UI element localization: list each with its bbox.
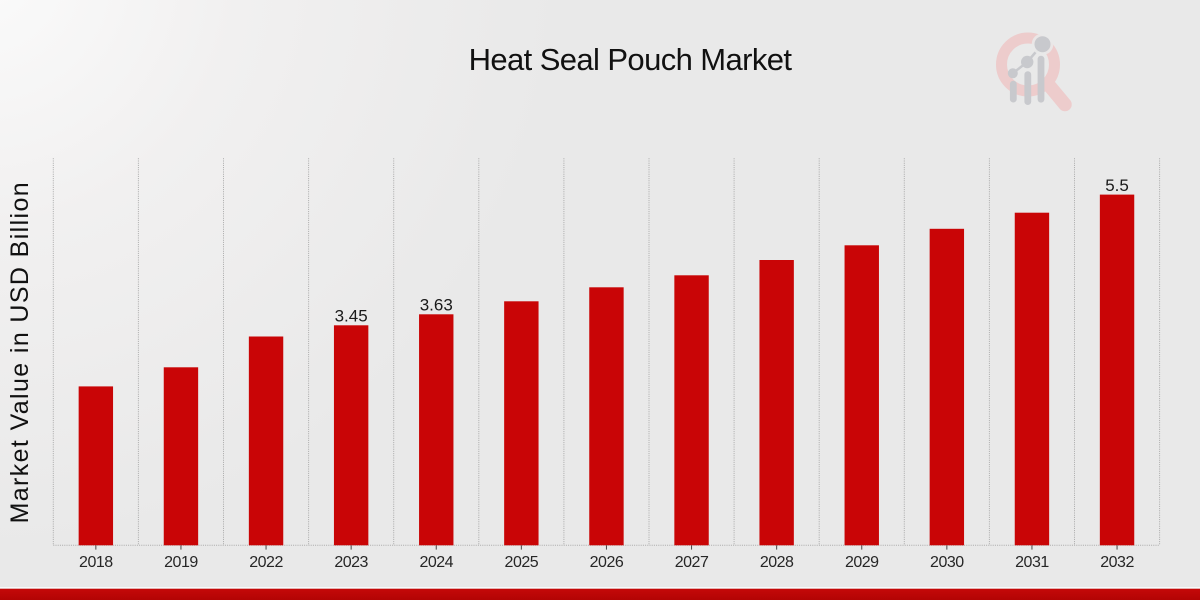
svg-text:2029: 2029 (845, 554, 879, 571)
svg-text:2028: 2028 (760, 554, 794, 571)
svg-text:2027: 2027 (675, 554, 709, 571)
svg-text:2030: 2030 (930, 554, 964, 571)
svg-text:3.63: 3.63 (420, 296, 453, 315)
svg-text:2022: 2022 (249, 554, 283, 571)
svg-text:3.45: 3.45 (335, 307, 368, 326)
svg-text:2025: 2025 (505, 554, 539, 571)
svg-text:2032: 2032 (1100, 554, 1134, 571)
svg-text:2023: 2023 (334, 554, 368, 571)
svg-text:5.5: 5.5 (1105, 176, 1129, 195)
svg-text:2019: 2019 (164, 554, 198, 571)
svg-text:Market Value in USD Billion: Market Value in USD Billion (6, 181, 34, 523)
svg-text:2031: 2031 (1015, 554, 1049, 571)
svg-text:2026: 2026 (590, 554, 624, 571)
svg-text:Heat Seal Pouch Market: Heat Seal Pouch Market (469, 42, 793, 77)
svg-text:2018: 2018 (79, 554, 113, 571)
svg-text:2024: 2024 (419, 554, 453, 571)
